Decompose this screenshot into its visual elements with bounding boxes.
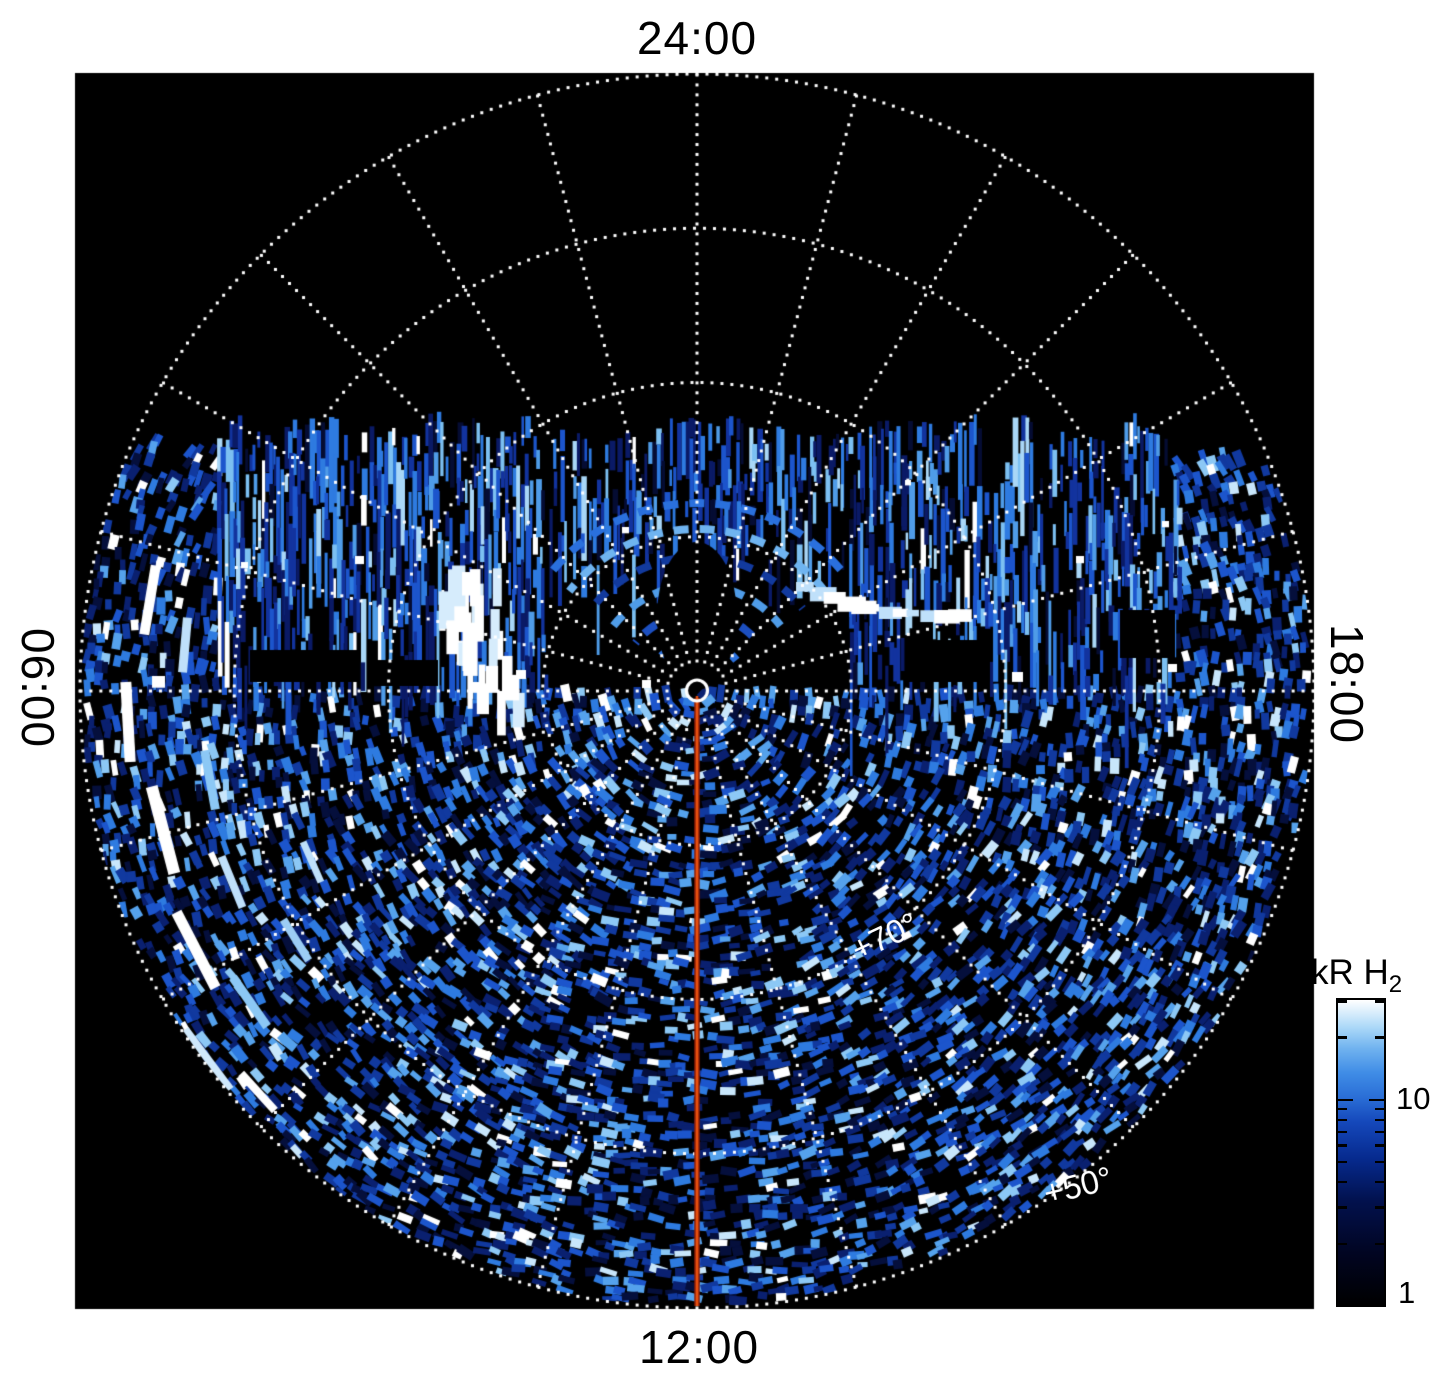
colorbar-tick [1338,1118,1347,1122]
colorbar-label-1: 1 [1398,1275,1416,1310]
local-time-label-2400: 24:00 [636,12,758,64]
colorbar [1336,998,1386,1307]
colorbar-gradient [1338,1000,1384,1305]
colorbar-tick [1375,1206,1384,1209]
local-time-label-1200: 12:00 [638,1321,760,1373]
colorbar-title-main: kR H [1311,953,1389,992]
local-time-label-0600: 06:00 [12,627,64,749]
colorbar-tick [1338,1130,1347,1133]
colorbar-tick [1338,1160,1347,1164]
colorbar-tick [1375,1242,1384,1246]
colorbar-tick [1369,1098,1384,1102]
colorbar-tick [1375,1118,1384,1122]
colorbar-tick [1375,1180,1384,1184]
colorbar-tick [1338,1206,1347,1209]
colorbar-tick [1375,1107,1384,1111]
local-time-label-1800: 18:00 [1321,623,1373,745]
colorbar-tick [1338,1036,1347,1039]
colorbar-tick [1375,1036,1384,1039]
colorbar-label-10: 10 [1396,1080,1431,1116]
colorbar-title: kR H2 [1311,953,1402,999]
colorbar-tick [1338,1000,1347,1003]
colorbar-tick [1338,1144,1347,1147]
colorbar-tick [1375,1000,1384,1003]
colorbar-tick [1338,1098,1353,1102]
colorbar-tick [1338,1242,1347,1246]
colorbar-tick [1375,1160,1384,1164]
colorbar-title-subscript: 2 [1388,971,1403,998]
colorbar-tick [1375,1130,1384,1133]
colorbar-tick [1338,1107,1347,1111]
colorbar-tick [1375,1144,1384,1147]
colorbar-tick [1338,1180,1347,1184]
